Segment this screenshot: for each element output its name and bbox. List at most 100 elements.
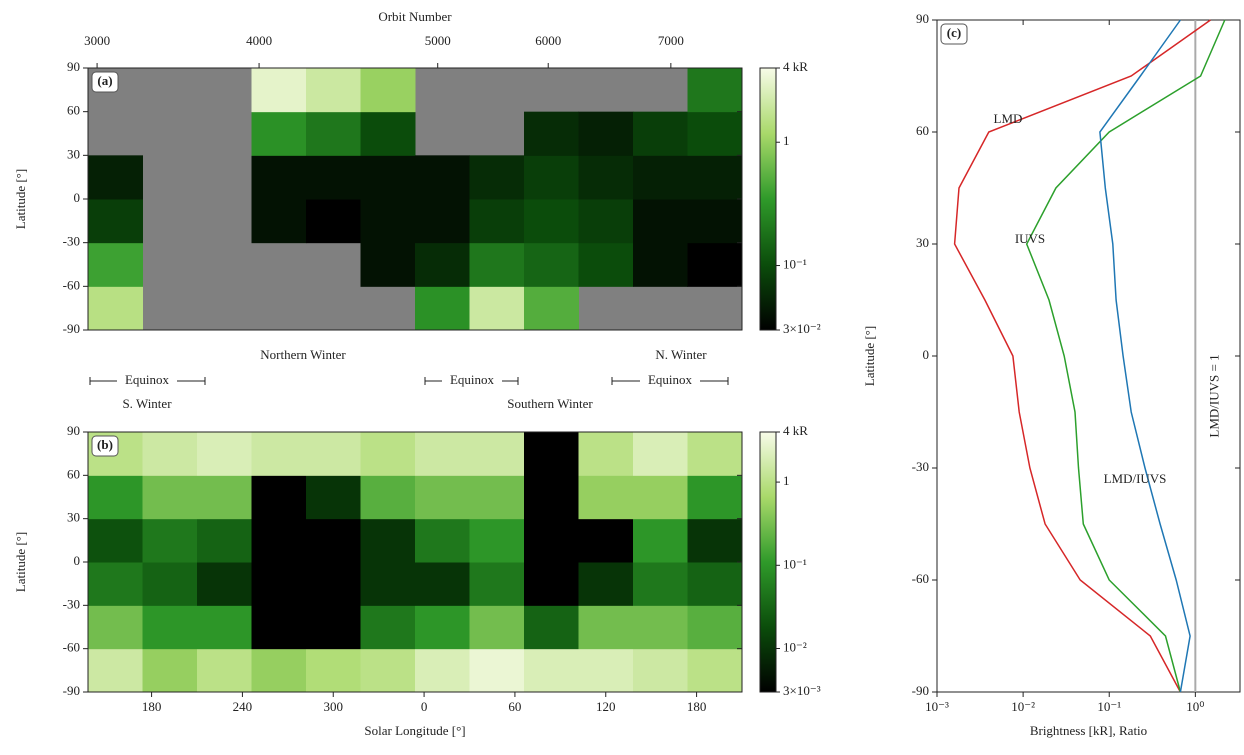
season-annotation: Southern Winter (507, 396, 593, 411)
heatmap-cell (578, 242, 634, 287)
heatmap-cell (360, 242, 416, 287)
colorbar-tick-label: 3×10⁻³ (783, 683, 821, 698)
heatmap-cell (360, 518, 416, 563)
heatmap-cell (633, 518, 688, 563)
series-line (953, 19, 1211, 693)
heatmap-cell (469, 432, 525, 476)
heatmap-cell (251, 111, 307, 156)
y-tick-label: -30 (63, 234, 80, 249)
x2-tick-label: 6000 (535, 33, 561, 48)
heatmap-cell (306, 605, 361, 650)
heatmap-cell (415, 242, 470, 287)
heatmap-cell (415, 518, 470, 563)
heatmap-cell (251, 605, 307, 650)
x-tick-label: 300 (324, 699, 344, 714)
heatmap-cell (524, 562, 579, 606)
heatmap-cell (687, 605, 743, 650)
heatmap-cell (88, 605, 143, 650)
heatmap-cell (251, 432, 307, 476)
heatmap-cell (687, 111, 743, 156)
heatmap-cell (469, 648, 525, 693)
x2-tick-label: 7000 (658, 33, 684, 48)
heatmap-cell (88, 475, 143, 520)
heatmap-cell (524, 286, 579, 331)
heatmap-cell (578, 518, 634, 563)
heatmap-cell (633, 562, 688, 606)
heatmap-cell (360, 648, 416, 693)
colorbar (759, 431, 777, 693)
heatmap-cell (524, 432, 579, 476)
season-annotation: S. Winter (122, 396, 172, 411)
heatmap-cell (633, 648, 688, 693)
y-axis-label: Latitude [°] (13, 169, 28, 229)
colorbar-tick-label: 1 (783, 133, 790, 148)
y-tick-label: 90 (916, 11, 929, 26)
heatmap-cell (306, 199, 361, 244)
colorbar-tick-label: 10⁻¹ (783, 556, 807, 571)
heatmap-cell (524, 199, 579, 244)
y-tick-label: 0 (74, 190, 81, 205)
heatmap-cell (415, 432, 470, 476)
series-label: IUVS (1015, 231, 1045, 246)
heatmap-cell (633, 199, 688, 244)
heatmap-cell (306, 155, 361, 200)
heatmap-cell (633, 605, 688, 650)
heatmap-cell (88, 518, 143, 563)
colorbar (759, 67, 777, 331)
y-tick-label: 30 (916, 235, 929, 250)
heatmap-cell (197, 605, 252, 650)
heatmap-cell (578, 605, 634, 650)
heatmap-cell (469, 562, 525, 606)
y-tick-label: -90 (63, 683, 80, 698)
heatmap-cell (415, 199, 470, 244)
heatmap-cell (88, 242, 143, 287)
panel-label: (c) (947, 25, 961, 40)
heatmap-cell (524, 155, 579, 200)
heatmap-cell (197, 518, 252, 563)
heatmap-cell (578, 111, 634, 156)
heatmap-cell (524, 518, 579, 563)
y-tick-label: 90 (67, 59, 80, 74)
y-tick-label: 0 (923, 347, 930, 362)
season-annotation: Northern Winter (260, 347, 346, 362)
heatmap-cell (306, 432, 361, 476)
heatmap-cell (415, 286, 470, 331)
heatmap-cell (360, 475, 416, 520)
heatmap-cell (142, 648, 198, 693)
series-line (1025, 19, 1226, 693)
panel-label: (b) (97, 437, 113, 452)
heatmap-cell (633, 475, 688, 520)
panel-label: (a) (97, 73, 112, 88)
colorbar-tick-label: 1 (783, 473, 790, 488)
y-tick-label: 90 (67, 423, 80, 438)
heatmap-cell (469, 518, 525, 563)
x-tick-label: 10⁻² (1011, 699, 1035, 714)
y-tick-label: 30 (67, 146, 80, 161)
y-axis-label: Latitude [°] (13, 532, 28, 592)
heatmap-cell (142, 605, 198, 650)
heatmap-cell (524, 475, 579, 520)
heatmap-cell (633, 111, 688, 156)
heatmap-cell (88, 155, 143, 200)
heatmap-cell (197, 475, 252, 520)
heatmap-cell (687, 199, 743, 244)
heatmap-cell (687, 648, 743, 693)
heatmap-cell (469, 155, 525, 200)
x-tick-label: 0 (421, 699, 428, 714)
y-tick-label: 60 (916, 123, 929, 138)
panel-label-box (940, 23, 968, 45)
heatmap-cell (251, 648, 307, 693)
heatmap-cell (524, 648, 579, 693)
heatmap-cell (88, 286, 143, 331)
y-tick-label: 60 (67, 466, 80, 481)
heatmap-cell (251, 199, 307, 244)
heatmap-cell (469, 475, 525, 520)
heatmap-cell (88, 562, 143, 606)
heatmap-cell (469, 605, 525, 650)
heatmap-cell (88, 199, 143, 244)
season-annotation: Equinox (450, 372, 495, 387)
heatmap-cell (306, 518, 361, 563)
season-annotation: N. Winter (655, 347, 707, 362)
panel-label-box (91, 71, 119, 93)
